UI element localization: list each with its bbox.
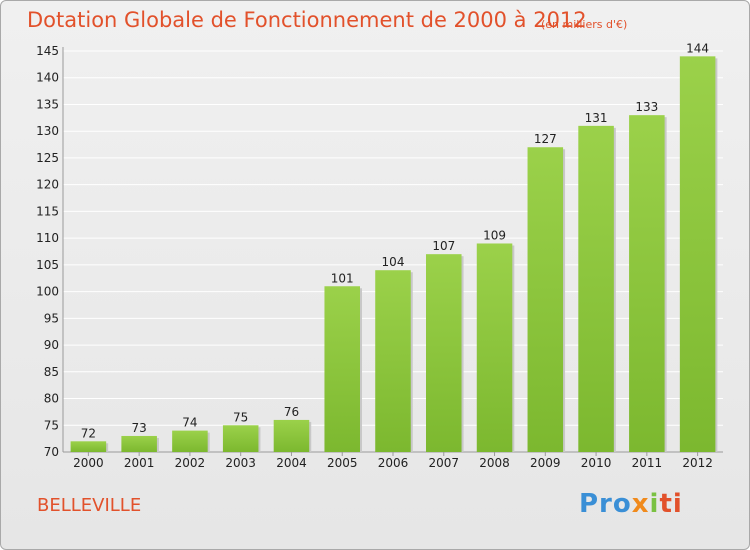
x-tick-label: 2008 [479, 456, 510, 470]
data-label: 131 [585, 111, 608, 125]
y-tick-label: 140 [36, 71, 59, 85]
y-tick-label: 100 [36, 285, 59, 299]
y-tick-label: 110 [36, 231, 59, 245]
data-label: 75 [233, 410, 248, 424]
commune-name: BELLEVILLE [37, 495, 142, 516]
logo-part-4: ti [659, 489, 683, 519]
data-label: 104 [382, 255, 405, 269]
bar [578, 125, 614, 452]
y-tick-label: 130 [36, 124, 59, 138]
y-tick-label: 125 [36, 151, 59, 165]
proxiti-logo: Proxiti [579, 489, 683, 519]
bar [324, 286, 360, 452]
bar [375, 270, 411, 452]
x-tick-label: 2002 [175, 456, 206, 470]
bar [476, 243, 513, 452]
x-tick-label: 2006 [378, 456, 409, 470]
x-tick-label: 2004 [276, 456, 307, 470]
y-tick-label: 90 [44, 338, 59, 352]
data-label: 144 [686, 41, 709, 55]
x-tick-label: 2001 [124, 456, 155, 470]
bar [527, 147, 564, 453]
x-tick-label: 2010 [581, 456, 612, 470]
y-tick-label: 105 [36, 258, 59, 272]
bar [172, 430, 208, 452]
logo-part-2: x [631, 489, 650, 519]
data-label: 76 [284, 405, 299, 419]
x-tick-label: 2000 [73, 456, 104, 470]
y-tick-label: 95 [44, 311, 59, 325]
x-tick-label: 2003 [225, 456, 256, 470]
logo-part-3: i [649, 489, 660, 519]
y-tick-label: 70 [44, 445, 59, 459]
bar [273, 419, 310, 452]
chart-subtitle: (en milliers d'€) [541, 18, 628, 31]
x-tick-label: 2007 [428, 456, 459, 470]
data-label: 73 [132, 421, 147, 435]
data-label: 101 [331, 271, 354, 285]
y-tick-label: 145 [36, 44, 59, 58]
x-tick-label: 2009 [530, 456, 561, 470]
data-label: 109 [483, 228, 506, 242]
x-tick-label: 2011 [632, 456, 663, 470]
y-tick-label: 85 [44, 365, 59, 379]
bar [222, 425, 259, 452]
data-label: 133 [635, 100, 658, 114]
data-label: 107 [432, 239, 455, 253]
x-tick-label: 2005 [327, 456, 358, 470]
bar [629, 115, 665, 452]
y-tick-label: 115 [36, 204, 59, 218]
x-tick-label: 2012 [682, 456, 713, 470]
y-tick-label: 120 [36, 178, 59, 192]
chart-title: Dotation Globale de Fonctionnement de 20… [27, 8, 587, 32]
data-label: 74 [182, 416, 197, 430]
y-tick-label: 80 [44, 392, 59, 406]
bar [121, 435, 157, 452]
bar [679, 56, 716, 452]
data-label: 127 [534, 132, 557, 146]
y-tick-label: 75 [44, 418, 59, 432]
y-tick-label: 135 [36, 97, 59, 111]
bar [426, 254, 462, 452]
data-label: 72 [81, 426, 96, 440]
logo-part-1: Pro [579, 489, 632, 519]
bar [70, 441, 107, 452]
